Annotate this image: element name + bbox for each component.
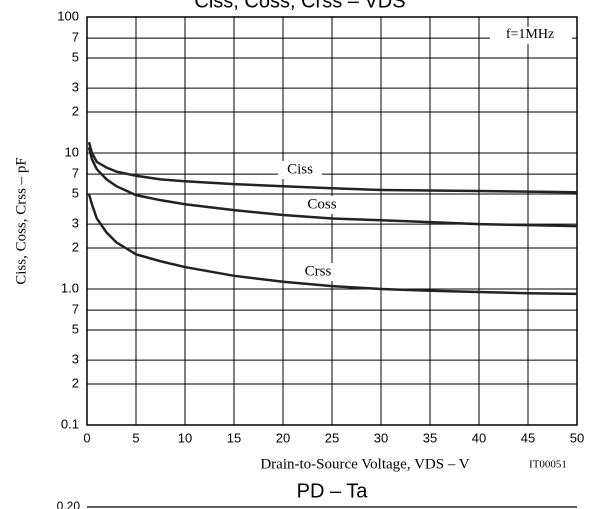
x-tick-label: 50 [570, 430, 584, 445]
label-bg [278, 161, 322, 179]
series-line [87, 141, 578, 194]
x-tick-label: 35 [423, 430, 437, 445]
plot-frame [86, 16, 578, 426]
chart-title: Ciss, Coss, Crss – VDS [194, 0, 405, 12]
y-tick-label: 2 [72, 375, 79, 390]
y-tick-label: 3 [72, 352, 79, 367]
y-axis-label: Ciss, Coss, Crss – pF [13, 157, 29, 285]
x-tick-label: 15 [227, 430, 241, 445]
x-axis-label: Drain-to-Source Voltage, VDS – V [260, 456, 469, 472]
y-tick-label: 10 [65, 144, 79, 159]
next-chart-tick: 0.20 [57, 499, 81, 509]
x-tick-label: 30 [374, 430, 388, 445]
y-tick-label: 100 [57, 8, 79, 23]
series-label: Ciss [287, 161, 313, 177]
series-label: Crss [305, 263, 332, 279]
x-tick-label: 0 [83, 430, 90, 445]
y-tick-label: 5 [72, 321, 79, 336]
y-tick-label: 5 [72, 185, 79, 200]
y-tick-label: 2 [72, 103, 79, 118]
series-line [87, 193, 578, 296]
annotation: IT00051 [529, 459, 567, 471]
x-tick-label: 40 [472, 430, 486, 445]
x-tick-label: 5 [132, 430, 139, 445]
x-tick-label: 45 [521, 430, 535, 445]
y-tick-label: 7 [72, 30, 79, 45]
series-line [87, 147, 578, 228]
x-tick-label: 25 [325, 430, 339, 445]
annotation: f=1MHz [506, 27, 554, 42]
y-tick-label: 0.1 [61, 416, 79, 431]
label-bg [296, 263, 340, 281]
y-tick-label: 1.0 [61, 280, 79, 295]
series-label: Coss [307, 196, 336, 212]
y-tick-label: 7 [72, 302, 79, 317]
y-tick-label: 3 [72, 80, 79, 95]
y-tick-label: 5 [72, 49, 79, 64]
y-tick-label: 2 [72, 239, 79, 254]
label-bg [490, 27, 572, 44]
x-tick-label: 10 [178, 430, 192, 445]
next-chart-title: PD – Ta [297, 480, 369, 502]
x-tick-label: 20 [276, 430, 290, 445]
label-bg [300, 196, 344, 214]
y-tick-label: 3 [72, 216, 79, 231]
y-tick-label: 7 [72, 166, 79, 181]
